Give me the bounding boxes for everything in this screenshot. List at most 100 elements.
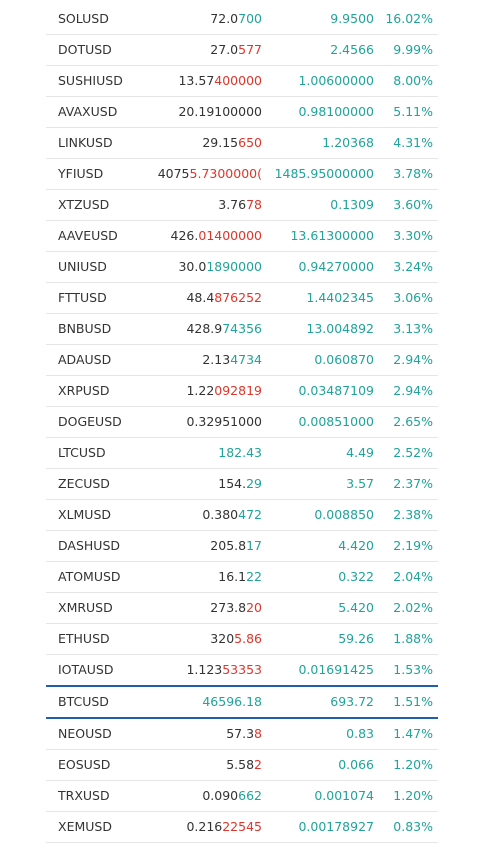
percent-change-cell: 2.02% [393, 600, 433, 615]
change-cell: 5.420 [338, 600, 374, 615]
ticker-row[interactable]: EOSUSD 5.582 0.066 1.20% [46, 750, 438, 781]
ticker-row[interactable]: FTTUSD 48.4876252 1.4402345 3.06% [46, 283, 438, 314]
ticker-row[interactable]: LTCUSD 182.43 4.49 2.52% [46, 438, 438, 469]
price-base: 4075 [157, 166, 190, 181]
ticker-row[interactable]: DASHUSD 205.817 4.420 2.19% [46, 531, 438, 562]
change-cell: 0.03487109 [298, 383, 374, 398]
price-base: 205.8 [210, 538, 247, 553]
price-cell: 273.820 [142, 593, 262, 623]
ticker-row[interactable]: ADAUSD 2.134734 0.060870 2.94% [46, 345, 438, 376]
symbol-cell: DOGEUSD [58, 414, 122, 429]
percent-change-cell: 5.11% [393, 104, 433, 119]
price-changed-digits: 577 [238, 42, 262, 57]
percent-change-cell: 1.88% [393, 631, 433, 646]
price-changed-digits: 20 [246, 600, 262, 615]
change-cell: 0.1309 [330, 197, 374, 212]
ticker-row[interactable]: NEOUSD 57.38 0.83 1.47% [46, 719, 438, 750]
ticker-row[interactable]: UNIUSD 30.01890000 0.94270000 3.24% [46, 252, 438, 283]
ticker-row-selected[interactable]: BTCUSD 46596.18 693.72 1.51% [46, 685, 438, 719]
percent-change-cell: 2.52% [393, 445, 433, 460]
price-cell: 29.15650 [142, 128, 262, 158]
ticker-row[interactable]: XEMUSD 0.21622545 0.00178927 0.83% [46, 812, 438, 843]
price-base: 1.22 [186, 383, 215, 398]
ticker-row[interactable]: AAVEUSD 426.01400000 13.61300000 3.30% [46, 221, 438, 252]
symbol-cell: XRPUSD [58, 383, 110, 398]
symbol-cell: UNIUSD [58, 259, 107, 274]
price-base: 273.8 [210, 600, 247, 615]
price-changed-digits: 650 [238, 135, 262, 150]
price-cell: 154.29 [142, 469, 262, 499]
price-changed-digits: 876252 [214, 290, 262, 305]
price-base: 48.4 [186, 290, 215, 305]
ticker-row[interactable]: XTZUSD 3.7678 0.1309 3.60% [46, 190, 438, 221]
price-changed-digits: 700 [238, 11, 262, 26]
price-cell: 3.7678 [142, 190, 262, 220]
change-cell: 13.61300000 [290, 228, 374, 243]
price-changed-digits: 400000 [214, 73, 262, 88]
symbol-cell: EOSUSD [58, 757, 111, 772]
price-changed-digits: 092819 [214, 383, 262, 398]
ticker-row[interactable]: ATOMUSD 16.122 0.322 2.04% [46, 562, 438, 593]
price-changed-digits: 5.86 [234, 631, 262, 646]
ticker-row[interactable]: DOGEUSD 0.32951000 0.00851000 2.65% [46, 407, 438, 438]
percent-change-cell: 1.51% [393, 694, 433, 709]
price-cell: 16.122 [142, 562, 262, 592]
percent-change-cell: 2.04% [393, 569, 433, 584]
price-cell: 40755.7300000( [142, 159, 262, 189]
change-cell: 1485.95000000 [274, 166, 374, 181]
ticker-row[interactable]: LINKUSD 29.15650 1.20368 4.31% [46, 128, 438, 159]
price-changed-digits: 1890000 [206, 259, 262, 274]
price-cell: 13.57400000 [142, 66, 262, 96]
price-cell: 0.090662 [142, 781, 262, 811]
price-cell: 20.19100000 [142, 97, 262, 127]
price-changed-digits: 22545 [222, 819, 262, 834]
symbol-cell: BTCUSD [58, 694, 109, 709]
symbol-cell: TRXUSD [58, 788, 110, 803]
price-base: 0.090 [202, 788, 239, 803]
price-base: 30.0 [178, 259, 207, 274]
price-base: 0.216 [186, 819, 223, 834]
price-changed-digits: 78 [246, 197, 262, 212]
price-base: 29.15 [202, 135, 239, 150]
change-cell: 1.4402345 [306, 290, 374, 305]
price-cell: 27.0577 [142, 35, 262, 65]
price-cell: 182.43 [142, 438, 262, 468]
percent-change-cell: 3.24% [393, 259, 433, 274]
percent-change-cell: 4.31% [393, 135, 433, 150]
percent-change-cell: 3.78% [393, 166, 433, 181]
ticker-row[interactable]: XMRUSD 273.820 5.420 2.02% [46, 593, 438, 624]
ticker-row[interactable]: ETHUSD 3205.86 59.26 1.88% [46, 624, 438, 655]
ticker-row[interactable]: SUSHIUSD 13.57400000 1.00600000 8.00% [46, 66, 438, 97]
change-cell: 3.57 [346, 476, 374, 491]
ticker-row[interactable]: BNBUSD 428.974356 13.004892 3.13% [46, 314, 438, 345]
ticker-row[interactable]: SOLUSD 72.0700 9.9500 16.02% [46, 4, 438, 35]
change-cell: 0.001074 [314, 788, 374, 803]
change-cell: 59.26 [338, 631, 374, 646]
ticker-row[interactable]: TRXUSD 0.090662 0.001074 1.20% [46, 781, 438, 812]
price-base: 320 [210, 631, 235, 646]
ticker-table: SOLUSD 72.0700 9.9500 16.02% DOTUSD 27.0577 2.… [46, 4, 438, 843]
ticker-row[interactable]: AVAXUSD 20.19100000 0.98100000 5.11% [46, 97, 438, 128]
ticker-row[interactable]: XRPUSD 1.22092819 0.03487109 2.94% [46, 376, 438, 407]
ticker-row[interactable]: XLMUSD 0.380472 0.008850 2.38% [46, 500, 438, 531]
symbol-cell: SUSHIUSD [58, 73, 123, 88]
price-changed-digits: 5.7300000( [189, 166, 262, 181]
price-cell: 0.32951000 [142, 407, 262, 437]
price-cell: 1.22092819 [142, 376, 262, 406]
ticker-row[interactable]: DOTUSD 27.0577 2.4566 9.99% [46, 35, 438, 66]
percent-change-cell: 0.83% [393, 819, 433, 834]
ticker-row[interactable]: ZECUSD 154.29 3.57 2.37% [46, 469, 438, 500]
change-cell: 0.060870 [314, 352, 374, 367]
price-changed-digits: 8 [254, 726, 262, 741]
change-cell: 4.420 [338, 538, 374, 553]
percent-change-cell: 2.94% [393, 383, 433, 398]
price-base: 57.3 [226, 726, 255, 741]
price-changed-digits: 01400000 [198, 228, 262, 243]
ticker-row[interactable]: IOTAUSD 1.12353353 0.01691425 1.53% [46, 655, 438, 686]
change-cell: 1.20368 [322, 135, 374, 150]
change-cell: 0.00178927 [298, 819, 374, 834]
price-cell: 72.0700 [142, 4, 262, 34]
symbol-cell: ATOMUSD [58, 569, 121, 584]
ticker-row[interactable]: YFIUSD 40755.7300000(1485.95000000 3.78% [46, 159, 438, 190]
price-cell: 428.974356 [142, 314, 262, 344]
